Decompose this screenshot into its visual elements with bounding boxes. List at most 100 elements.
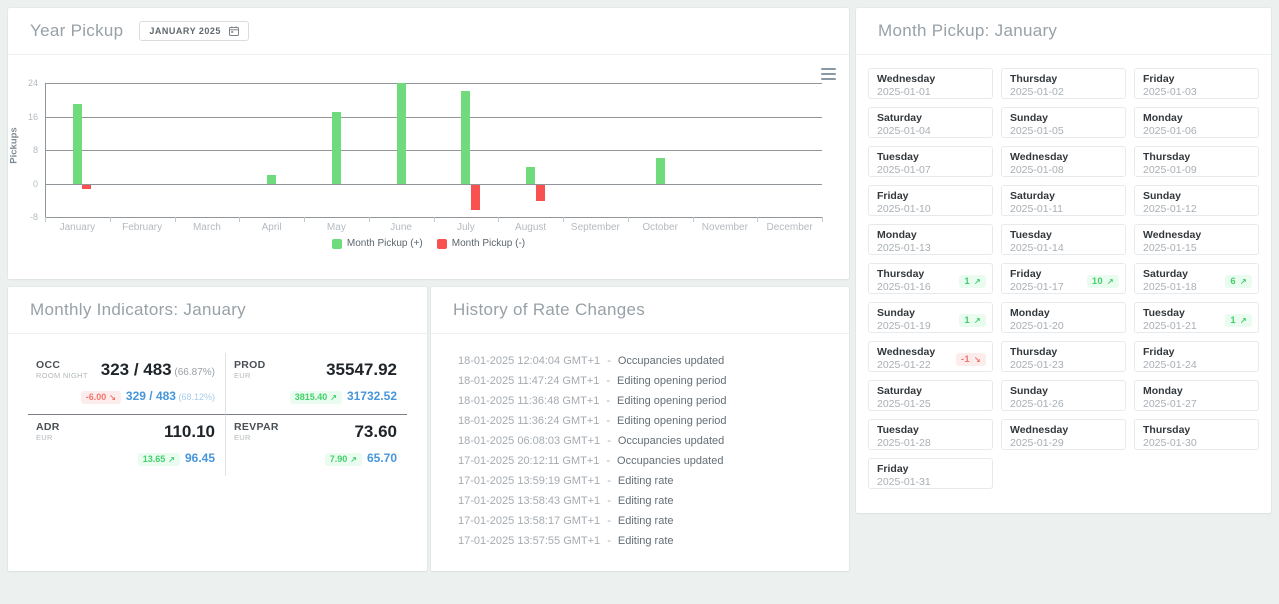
- day-cell[interactable]: Tuesday 2025-01-21 1 ↗: [1134, 302, 1259, 333]
- day-date: 2025-01-10: [877, 203, 931, 215]
- day-cell[interactable]: Wednesday 2025-01-29: [1001, 419, 1126, 450]
- day-cell[interactable]: Saturday 2025-01-11: [1001, 185, 1126, 216]
- day-cell[interactable]: Wednesday 2025-01-22 -1 ↘: [868, 341, 993, 372]
- chart-x-tick: [627, 217, 629, 222]
- positive-pickup-bar: [72, 103, 82, 184]
- day-cell[interactable]: Friday 2025-01-10: [868, 185, 993, 216]
- day-cell[interactable]: Tuesday 2025-01-14: [1001, 224, 1126, 255]
- day-cell[interactable]: Thursday 2025-01-30: [1134, 419, 1259, 450]
- day-cell[interactable]: Wednesday 2025-01-08: [1001, 146, 1126, 177]
- negative-pickup-bar: [535, 184, 545, 202]
- history-separator: -: [607, 435, 611, 447]
- chart-x-tick-label: November: [701, 222, 748, 233]
- chart-y-tick-label: 16: [27, 111, 38, 122]
- day-date: 2025-01-23: [1010, 359, 1064, 371]
- history-timestamp: 17-01-2025 13:59:19 GMT+1: [458, 475, 601, 487]
- calendar-icon: [228, 26, 239, 36]
- arrow-up-icon: ↗: [350, 455, 357, 464]
- arrow-up-icon: ↗: [973, 277, 981, 286]
- history-entry: 18-01-2025 06:08:03 GMT+1- Occupancies up…: [458, 435, 822, 455]
- day-cell[interactable]: Wednesday 2025-01-01: [868, 68, 993, 99]
- day-cell[interactable]: Friday 2025-01-24: [1134, 341, 1259, 372]
- metric-value-percent: (66.87%): [171, 367, 215, 378]
- day-cell[interactable]: Saturday 2025-01-25: [868, 380, 993, 411]
- negative-pickup-bar: [82, 184, 92, 189]
- day-name: Monday: [1143, 112, 1183, 124]
- chart-x-tick: [109, 217, 111, 222]
- chart-x-tick-label: July: [456, 222, 475, 233]
- history-separator: -: [606, 415, 611, 427]
- day-pickup-badge: 1 ↗: [959, 314, 986, 327]
- metric-delta-badge: 3815.40 ↗: [289, 390, 342, 404]
- day-cell[interactable]: Tuesday 2025-01-07: [868, 146, 993, 177]
- chart-x-tick-label: April: [261, 222, 282, 233]
- day-cell[interactable]: Thursday 2025-01-02: [1001, 68, 1126, 99]
- legend-swatch: [436, 238, 447, 249]
- day-date: 2025-01-07: [877, 164, 931, 176]
- history-timestamp: 18-01-2025 11:36:24 GMT+1: [458, 415, 600, 427]
- metric-subline: 3815.40 ↗ 31732.52: [234, 387, 397, 405]
- day-name: Saturday: [1143, 268, 1188, 280]
- chart-x-tick-label: December: [766, 222, 813, 233]
- day-cell[interactable]: Thursday 2025-01-09: [1134, 146, 1259, 177]
- metric-name: ADR: [36, 421, 60, 433]
- history-entry: 17-01-2025 13:59:19 GMT+1- Editing rate: [458, 475, 822, 495]
- history-timestamp: 18-01-2025 06:08:03 GMT+1: [458, 435, 601, 447]
- day-name: Friday: [1143, 73, 1175, 85]
- history-timestamp: 18-01-2025 12:04:04 GMT+1: [458, 355, 601, 367]
- day-cell[interactable]: Tuesday 2025-01-28: [868, 419, 993, 450]
- arrow-down-icon: ↘: [109, 393, 116, 402]
- day-cell[interactable]: Friday 2025-01-03: [1134, 68, 1259, 99]
- day-cell[interactable]: Monday 2025-01-20: [1001, 302, 1126, 333]
- day-date: 2025-01-01: [877, 86, 931, 98]
- monthly-indicators-header: Monthly Indicators: January: [8, 287, 427, 334]
- arrow-up-icon: ↗: [168, 455, 175, 464]
- year-pickup-header: Year Pickup JANUARY 2025: [8, 8, 849, 55]
- day-cell[interactable]: Friday 2025-01-31: [868, 458, 993, 489]
- day-cell[interactable]: Saturday 2025-01-04: [868, 107, 993, 138]
- day-cell[interactable]: Monday 2025-01-27: [1134, 380, 1259, 411]
- day-cell[interactable]: Wednesday 2025-01-15: [1134, 224, 1259, 255]
- month-datepicker[interactable]: JANUARY 2025: [139, 21, 249, 41]
- day-cell[interactable]: Friday 2025-01-17 10 ↗: [1001, 263, 1126, 294]
- history-entry: 18-01-2025 11:36:48 GMT+1- Editing openin…: [458, 395, 822, 415]
- chart-x-tick-label: May: [326, 222, 346, 233]
- day-name: Tuesday: [1010, 229, 1052, 241]
- legend-swatch: [331, 238, 342, 249]
- history-action: Editing rate: [617, 535, 674, 547]
- chart-x-tick: [433, 217, 435, 222]
- chart-x-tick: [174, 217, 176, 222]
- day-name: Sunday: [877, 307, 915, 319]
- day-cell[interactable]: Sunday 2025-01-12: [1134, 185, 1259, 216]
- negative-pickup-bar: [470, 184, 480, 210]
- day-date: 2025-01-22: [877, 359, 931, 371]
- legend-item: Month Pickup (+): [331, 238, 423, 249]
- positive-pickup-bar: [526, 166, 536, 184]
- arrow-down-icon: ↘: [973, 355, 981, 364]
- year-pickup-title: Year Pickup: [30, 21, 124, 40]
- history-timestamp: 17-01-2025 13:57:55 GMT+1: [458, 535, 601, 547]
- chart-export-menu-button[interactable]: [821, 68, 836, 80]
- metric-label: ADR EUR: [36, 421, 60, 443]
- day-cell[interactable]: Thursday 2025-01-23: [1001, 341, 1126, 372]
- chart-y-tick-label: 0: [32, 178, 38, 189]
- chart-x-tick-label: October: [642, 222, 678, 233]
- day-pickup-badge: 6 ↗: [1225, 275, 1252, 288]
- positive-pickup-bar: [461, 91, 471, 184]
- day-name: Wednesday: [1010, 151, 1069, 163]
- day-cell[interactable]: Monday 2025-01-06: [1134, 107, 1259, 138]
- day-cell[interactable]: Saturday 2025-01-18 6 ↗: [1134, 263, 1259, 294]
- metric-unit: EUR: [234, 371, 251, 380]
- chart-y-tick-label: -8: [29, 212, 38, 222]
- day-name: Wednesday: [1010, 424, 1069, 436]
- day-cell[interactable]: Thursday 2025-01-16 1 ↗: [868, 263, 993, 294]
- chart-x-tick-label: August: [515, 222, 547, 233]
- day-cell[interactable]: Sunday 2025-01-05: [1001, 107, 1126, 138]
- day-name: Wednesday: [877, 73, 936, 85]
- history-timestamp: 18-01-2025 11:47:24 GMT+1: [458, 375, 600, 387]
- day-cell[interactable]: Monday 2025-01-13: [868, 224, 993, 255]
- day-cell[interactable]: Sunday 2025-01-19 1 ↗: [868, 302, 993, 333]
- metric-top-row: OCC ROOM NIGHT 323 / 483 (66.87%): [36, 360, 215, 381]
- day-cell[interactable]: Sunday 2025-01-26: [1001, 380, 1126, 411]
